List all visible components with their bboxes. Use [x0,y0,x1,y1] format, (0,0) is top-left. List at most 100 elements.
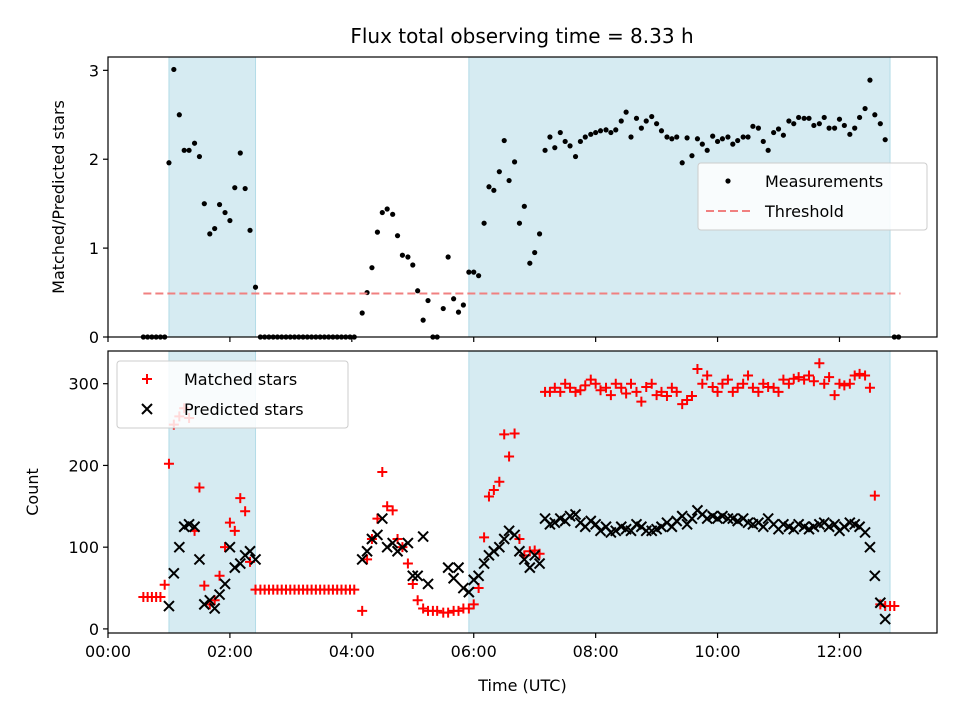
data-point-measurement [496,169,502,175]
data-point-measurement [714,138,721,145]
shaded-band [168,56,257,338]
data-point-matched [646,378,657,389]
data-point-predicted [224,541,236,553]
data-point-matched [788,373,799,384]
data-point-predicted [472,570,485,582]
y-axis-label: Matched/Predicted stars [49,100,68,294]
data-point-measurement [451,296,457,302]
data-point-predicted [402,537,414,549]
data-point-matched [402,558,413,569]
data-point-matched [220,542,231,553]
data-point-matched [575,385,586,396]
x-tick-label: 06:00 [451,642,497,661]
data-point-matched [443,607,454,618]
data-point-measurement [181,147,187,153]
data-point-matched [483,491,494,502]
data-point-matched [793,372,804,383]
data-point-predicted [173,541,186,553]
data-point-matched [580,380,591,391]
data-point-measurement [856,114,863,121]
y-tick-label: 2 [89,150,99,169]
data-point-measurement [486,184,492,190]
data-point-measurement [552,145,558,151]
data-point-matched [610,378,621,389]
x-tick-label: 00:00 [85,642,131,661]
data-point-measurement [699,141,705,147]
data-point-measurement [633,115,640,121]
data-point-measurement [527,260,533,266]
y-axis-label: Count [23,468,42,516]
legend-label: Predicted stars [184,400,304,419]
data-point-matched [722,374,733,385]
data-point-measurement [597,128,604,134]
data-point-matched [738,378,749,389]
data-point-matched [377,466,388,477]
data-point-matched [747,382,758,393]
data-point-matched [692,363,703,374]
data-point-matched [601,382,612,393]
data-point-measurement [806,115,812,121]
data-point-matched [605,390,616,401]
data-point-measurement [725,134,731,140]
data-point-matched [773,386,784,397]
data-point-predicted [208,602,221,615]
data-point-predicted [524,561,536,574]
legend-marker-matched [142,374,152,384]
data-point-measurement [745,134,751,140]
data-point-matched [504,451,515,462]
data-point-measurement [420,317,426,323]
data-point-predicted [407,570,419,582]
data-point-matched [488,484,499,495]
data-point-matched [844,378,855,389]
data-point-measurement [826,125,832,131]
data-point-measurement [222,209,228,216]
data-point-measurement [547,134,553,140]
data-point-measurement [506,177,512,184]
data-point-predicted [386,537,399,549]
data-point-predicted [422,578,434,590]
data-point-measurement [511,159,518,165]
data-point-matched [362,554,373,565]
data-point-matched [712,386,723,397]
data-point-matched [849,370,860,381]
data-point-measurement [572,153,579,160]
data-point-measurement [623,109,629,115]
data-point-measurement [780,132,786,138]
data-point-measurement [536,231,543,237]
y-tick-label: 300 [68,375,99,394]
data-point-measurement [532,249,538,256]
data-point-predicted [249,553,262,566]
data-point-matched [499,429,510,440]
data-point-measurement [608,129,614,136]
data-point-matched [590,378,601,389]
data-point-predicted [585,515,597,527]
plot-frame [107,56,938,338]
data-point-matched [570,386,581,397]
data-point-matched [214,570,225,581]
data-point-measurement [654,121,660,127]
data-point-matched [235,493,246,504]
data-point-matched [671,386,682,397]
data-point-measurement [765,147,771,153]
data-point-measurement [567,143,573,149]
data-point-predicted [168,567,180,580]
data-point-matched [595,385,606,396]
data-point-measurement [588,131,594,137]
data-point-measurement [216,201,223,208]
data-point-measurement [801,115,807,121]
data-point-measurement [415,288,421,294]
data-point-predicted [859,526,871,539]
data-point-matched [479,532,490,543]
data-point-measurement [557,129,563,136]
data-point-predicted [589,518,602,530]
data-point-measurement [501,137,507,144]
data-point-measurement [684,135,690,141]
data-point-measurement [379,209,385,216]
x-tick-label: 08:00 [573,642,619,661]
data-point-predicted [874,597,887,609]
data-point-matched [819,378,830,389]
data-point-measurement [593,129,599,136]
data-point-measurement [719,136,726,142]
data-point-matched [869,490,880,501]
